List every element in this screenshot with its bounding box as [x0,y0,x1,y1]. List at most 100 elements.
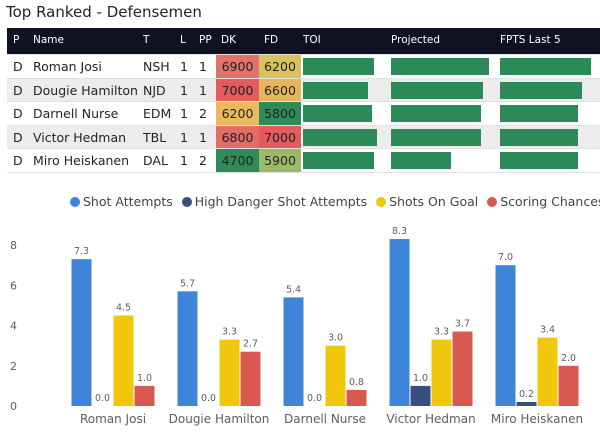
data-label: 0.2 [519,389,534,400]
projected-bar [391,58,489,75]
data-label: 0.0 [201,393,216,404]
cell-fd-salary: 6600 [259,78,301,102]
bar-shot-attempts [71,259,92,406]
data-label: 4.5 [116,302,131,313]
legend-item[interactable]: Scoring Chances [487,194,600,209]
cell-team: DAL [143,153,168,169]
table-row[interactable]: D Roman Josi NSH 1 1 6900 6200 [7,54,600,78]
x-tick-label: Roman Josi [80,412,146,426]
col-header-l[interactable]: L [180,34,186,46]
legend-dot-icon [181,197,192,207]
y-tick-label: 8 [10,239,17,252]
col-header-fd[interactable]: FD [264,34,279,46]
legend-label: High Danger Shot Attempts [194,194,368,209]
table-row[interactable]: D Miro Heiskanen DAL 1 2 4700 5900 [7,148,600,172]
data-label: 0.0 [95,393,110,404]
data-label: 1.0 [137,373,152,384]
projected-bar [391,152,452,170]
data-label: 7.0 [498,252,513,263]
col-header-dk[interactable]: DK [221,34,236,46]
projected-bar [391,128,482,146]
projected-bar [391,81,483,99]
table-divider [7,172,600,173]
data-label: 3.3 [222,327,237,338]
data-label: 2.7 [243,339,258,350]
col-header-toi[interactable]: TOI [303,34,321,46]
projected-bar [391,105,482,123]
fpts-bar [500,81,583,99]
fpts-bar-track [500,81,597,99]
cell-dk-salary: 6200 [216,102,259,125]
projected-bar-track [391,81,495,99]
col-header-projected[interactable]: Projected [391,34,441,46]
col-header-p[interactable]: P [13,34,20,46]
toi-bar [303,58,374,75]
x-tick-label: Miro Heiskanen [491,412,583,426]
y-tick-label: 2 [10,360,17,373]
cell-player-name: Darnell Nurse [33,106,119,122]
bar-shots-on-goal [431,339,452,406]
bar-scoring-chances [452,331,473,406]
table-row[interactable]: D Dougie Hamilton NJD 1 1 7000 6600 [7,77,600,102]
toi-bar [303,81,369,99]
cell-player-name: Miro Heiskanen [33,153,130,169]
cell-line: 1 [180,129,188,145]
cell-position: D [13,153,23,169]
cell-dk-salary: 6800 [216,125,259,149]
col-header-fpts[interactable]: FPTS Last 5 [500,34,561,46]
col-header-name[interactable]: Name [33,34,64,46]
fpts-bar [500,128,578,146]
table-body: D Roman Josi NSH 1 1 6900 6200 D Dougie Hamilton… [7,54,600,172]
legend-dot-icon [376,197,387,207]
legend-item[interactable]: Shots On Goal [376,194,478,209]
cell-player-name: Victor Hedman [33,129,127,145]
data-label: 3.4 [540,325,555,336]
cell-powerplay: 2 [199,153,207,169]
table-row[interactable]: D Darnell Nurse EDM 1 2 6200 5800 [7,101,600,125]
bar-scoring-chances [346,389,367,406]
data-label: 3.3 [434,327,449,338]
legend-dot-icon [70,197,80,207]
cell-fd-salary: 5900 [259,149,301,172]
cell-powerplay: 2 [199,106,207,122]
y-tick-label: 4 [10,320,17,333]
cell-fd-salary: 5800 [259,102,301,125]
cell-line: 1 [180,153,188,169]
bar-scoring-chances [558,365,579,406]
cell-position: D [13,82,23,98]
y-tick-label: 6 [10,279,17,292]
bar-scoring-chances [134,385,155,406]
data-label: 5.4 [286,284,301,295]
x-tick-label: Dougie Hamilton [169,412,270,426]
fpts-bar-track [500,152,597,170]
cell-team: TBL [143,129,167,145]
chart-legend: Shot Attempts High Danger Shot Attempts Sh… [70,194,600,209]
x-tick-label: Darnell Nurse [284,412,366,426]
bar-shots-on-goal [219,339,240,406]
bar-shots-on-goal [325,345,346,406]
legend-item[interactable]: Shot Attempts [70,194,173,209]
col-header-pp[interactable]: PP [199,34,212,46]
data-label: 0.0 [307,393,322,404]
toi-bar-track [303,81,389,99]
cell-position: D [13,106,23,122]
data-label: 3.7 [455,319,470,330]
fpts-bar [500,152,578,170]
legend-dot-icon [487,197,498,207]
table-row[interactable]: D Victor Hedman TBL 1 1 6800 7000 [7,124,600,149]
bar-shot-attempts [177,291,198,406]
toi-bar [303,152,375,170]
data-label: 0.8 [349,377,364,388]
bar-scoring-chances [240,351,261,406]
toi-bar-track [303,128,389,146]
cell-line: 1 [180,59,188,74]
fpts-bar [500,58,592,75]
bar-shot-attempts [389,239,410,406]
cell-position: D [13,59,23,74]
cell-fd-salary: 6200 [259,55,301,78]
legend-item[interactable]: High Danger Shot Attempts [181,194,368,209]
cell-dk-salary: 4700 [216,149,259,172]
data-label: 8.3 [392,226,407,237]
players-table: P Name T L PP DK FD TOI Projected FPTS L… [7,28,600,172]
col-header-t[interactable]: T [143,34,150,46]
